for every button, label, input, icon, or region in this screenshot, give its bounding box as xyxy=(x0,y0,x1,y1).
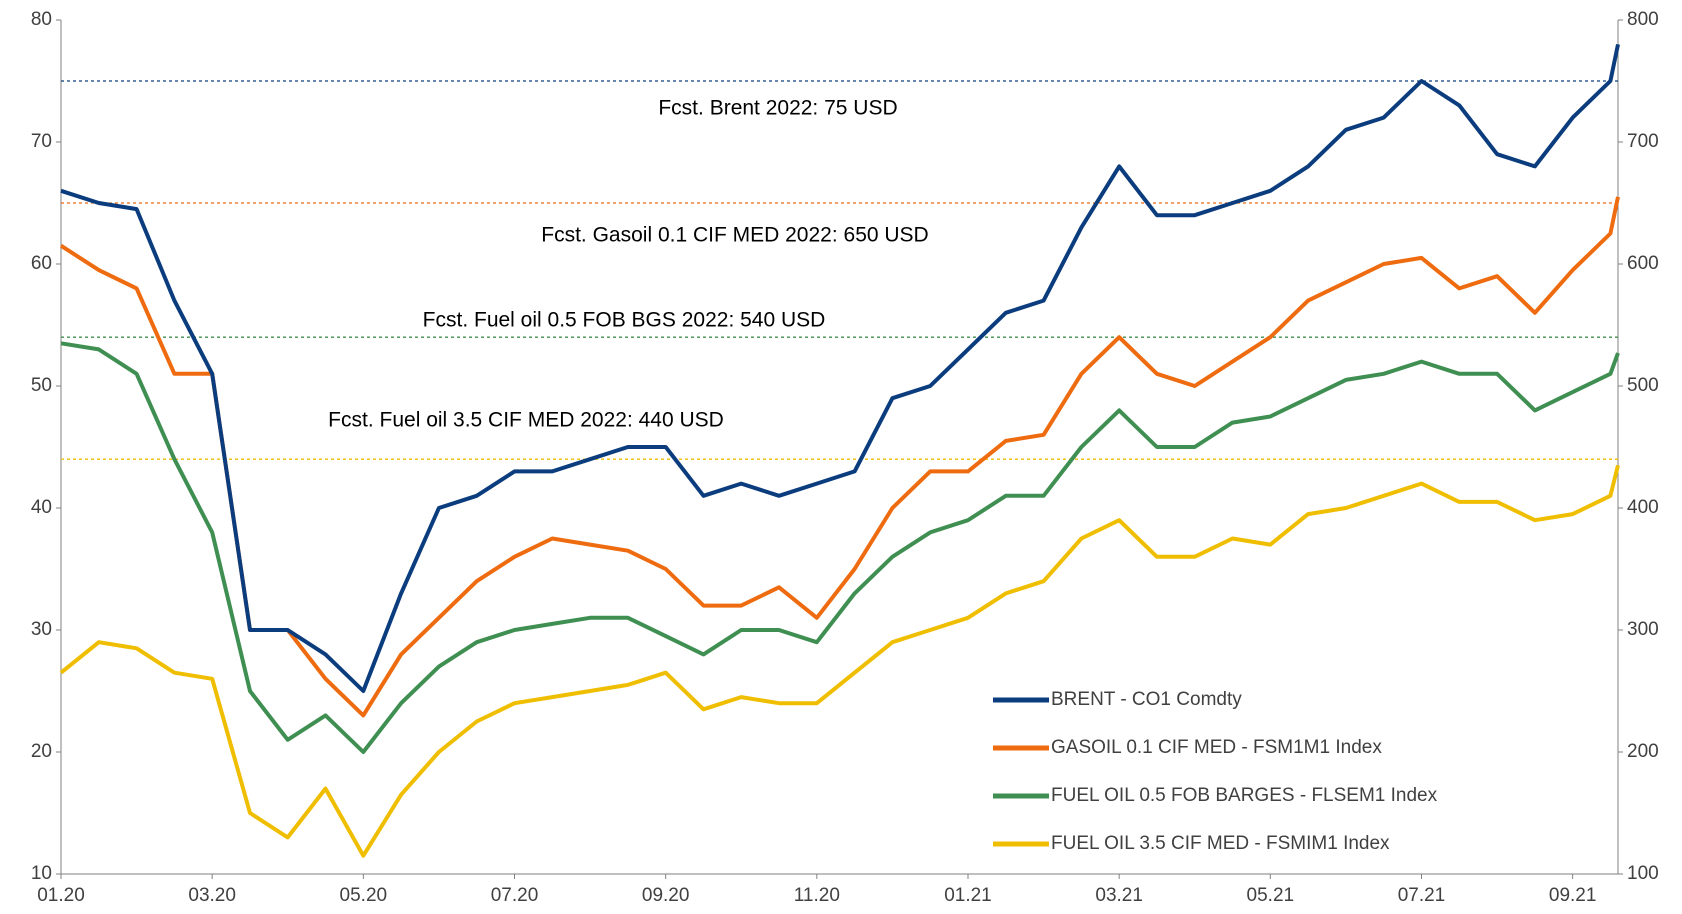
x-tick-label: 01.21 xyxy=(944,885,992,906)
x-tick-label: 03.20 xyxy=(188,885,236,906)
y2-tick-label: 700 xyxy=(1627,131,1659,152)
series-line xyxy=(59,196,1620,718)
legend-label: FUEL OIL 3.5 CIF MED - FSMIM1 Index xyxy=(1051,833,1390,854)
y2-tick-label: 800 xyxy=(1627,9,1659,30)
y-tick-label: 30 xyxy=(31,619,52,640)
y-tick-label: 70 xyxy=(31,131,52,152)
y2-tick-label: 500 xyxy=(1627,375,1659,396)
x-tick-label: 03.21 xyxy=(1095,885,1143,906)
x-tick-label: 05.20 xyxy=(340,885,388,906)
y2-tick-label: 100 xyxy=(1627,863,1659,884)
y-tick-label: 80 xyxy=(31,9,52,30)
x-tick-label: 07.21 xyxy=(1398,885,1446,906)
legend-label: FUEL OIL 0.5 FOB BARGES - FLSEM1 Index xyxy=(1051,785,1438,806)
annotation: Fcst. Fuel oil 0.5 FOB BGS 2022: 540 USD xyxy=(423,309,826,332)
x-tick-label: 09.21 xyxy=(1549,885,1597,906)
x-tick-label: 09.20 xyxy=(642,885,690,906)
y-tick-label: 60 xyxy=(31,253,52,274)
y2-tick-label: 200 xyxy=(1627,741,1659,762)
y-tick-label: 40 xyxy=(31,497,52,518)
annotation: Fcst. Fuel oil 3.5 CIF MED 2022: 440 USD xyxy=(328,409,724,432)
y2-tick-label: 300 xyxy=(1627,619,1659,640)
series-line xyxy=(60,43,1620,693)
legend-label: BRENT - CO1 Comdty xyxy=(1051,689,1242,710)
legend-label: GASOIL 0.1 CIF MED - FSM1M1 Index xyxy=(1051,737,1382,758)
y-tick-label: 20 xyxy=(31,741,52,762)
y2-tick-label: 600 xyxy=(1627,253,1659,274)
series-line xyxy=(59,464,1620,858)
series-line xyxy=(60,341,1620,754)
annotation: Fcst. Gasoil 0.1 CIF MED 2022: 650 USD xyxy=(541,224,928,247)
annotation: Fcst. Brent 2022: 75 USD xyxy=(658,97,897,120)
y2-tick-label: 400 xyxy=(1627,497,1659,518)
x-tick-label: 05.21 xyxy=(1247,885,1295,906)
y-tick-label: 10 xyxy=(31,863,52,884)
x-tick-label: 01.20 xyxy=(37,885,85,906)
x-tick-label: 11.20 xyxy=(794,885,840,906)
y-tick-label: 50 xyxy=(31,375,52,396)
x-tick-label: 07.20 xyxy=(491,885,539,906)
